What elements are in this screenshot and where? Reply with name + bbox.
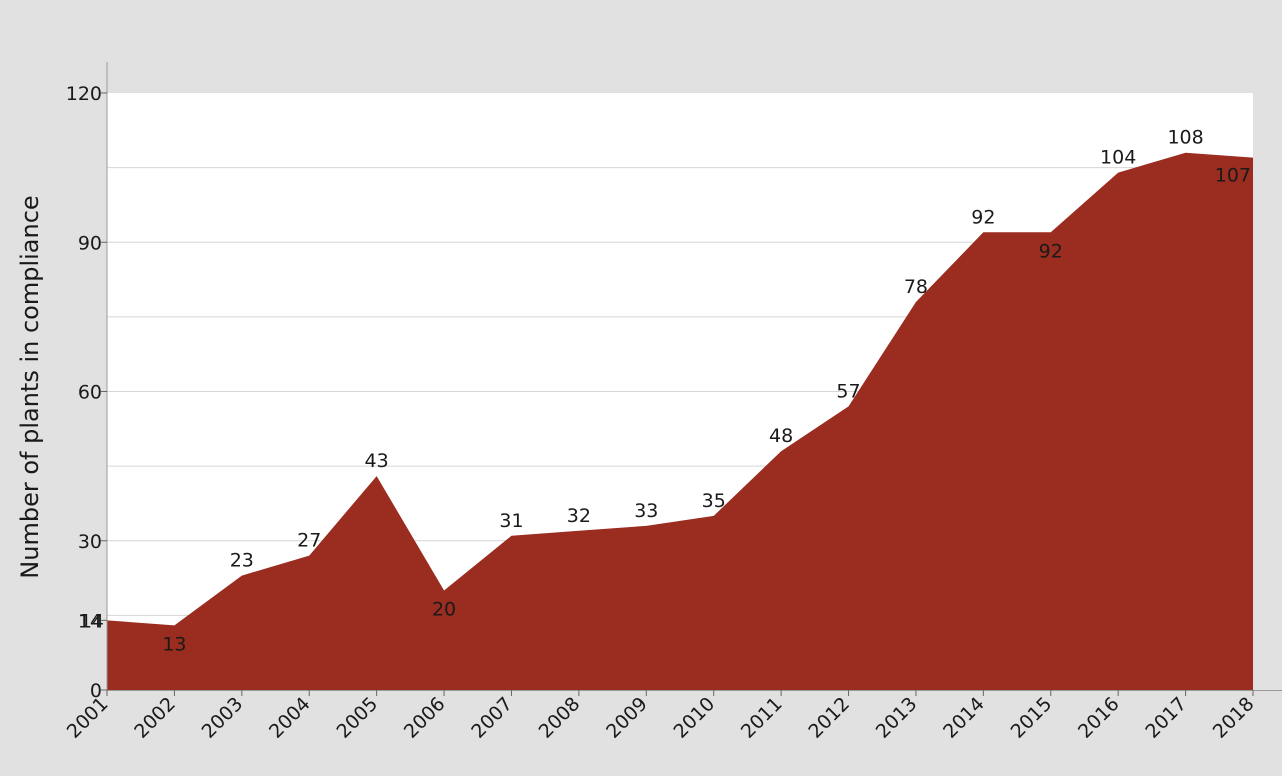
data-label: 43 — [365, 450, 389, 472]
x-tick-label: 2001 — [63, 693, 113, 743]
series-area — [107, 152, 1253, 690]
x-tick-label: 2018 — [1209, 693, 1259, 743]
x-tick-label: 2006 — [400, 693, 450, 743]
y-tick-label: 30 — [78, 531, 102, 553]
x-tick-label: 2009 — [602, 693, 652, 743]
y-axis-label: Number of plants in compliance — [16, 195, 44, 578]
data-label: 31 — [499, 510, 523, 532]
x-tick-label: 2010 — [669, 693, 719, 743]
data-label: 78 — [904, 276, 928, 298]
data-label: 48 — [769, 425, 793, 447]
data-label: 107 — [1215, 165, 1251, 187]
x-tick-label: 2002 — [130, 693, 180, 743]
data-label: 104 — [1100, 147, 1136, 169]
x-tick-label: 2014 — [939, 693, 989, 743]
data-label: 92 — [971, 206, 995, 228]
x-tick-label: 2011 — [737, 693, 787, 743]
x-tick-label: 2007 — [467, 693, 517, 743]
x-tick-label: 2013 — [872, 693, 922, 743]
data-label: 23 — [230, 550, 254, 572]
y-tick-label: 120 — [66, 83, 102, 105]
y-tick-label: 90 — [78, 232, 102, 254]
y-tick-label: 60 — [78, 382, 102, 404]
data-label: 13 — [162, 633, 186, 655]
x-tick-label: 2005 — [332, 693, 382, 743]
data-label: 32 — [567, 505, 591, 527]
data-label: 35 — [702, 490, 726, 512]
x-tick-label: 2017 — [1141, 693, 1191, 743]
x-tick-label: 2003 — [198, 693, 248, 743]
data-label: 92 — [1039, 240, 1063, 262]
data-label: 27 — [297, 530, 321, 552]
y-tick-label: 14 — [78, 610, 102, 632]
y-tick-label: 0 — [90, 680, 102, 702]
x-tick-label: 2015 — [1007, 693, 1057, 743]
data-label: 20 — [432, 599, 456, 621]
data-label: 108 — [1167, 127, 1203, 149]
data-label: 33 — [634, 500, 658, 522]
x-tick-label: 2004 — [265, 693, 315, 743]
x-tick-label: 2008 — [535, 693, 585, 743]
x-tick-label: 2016 — [1074, 693, 1124, 743]
data-label: 57 — [836, 380, 860, 402]
data-label: 14 — [80, 610, 104, 632]
x-tick-label: 2012 — [804, 693, 854, 743]
